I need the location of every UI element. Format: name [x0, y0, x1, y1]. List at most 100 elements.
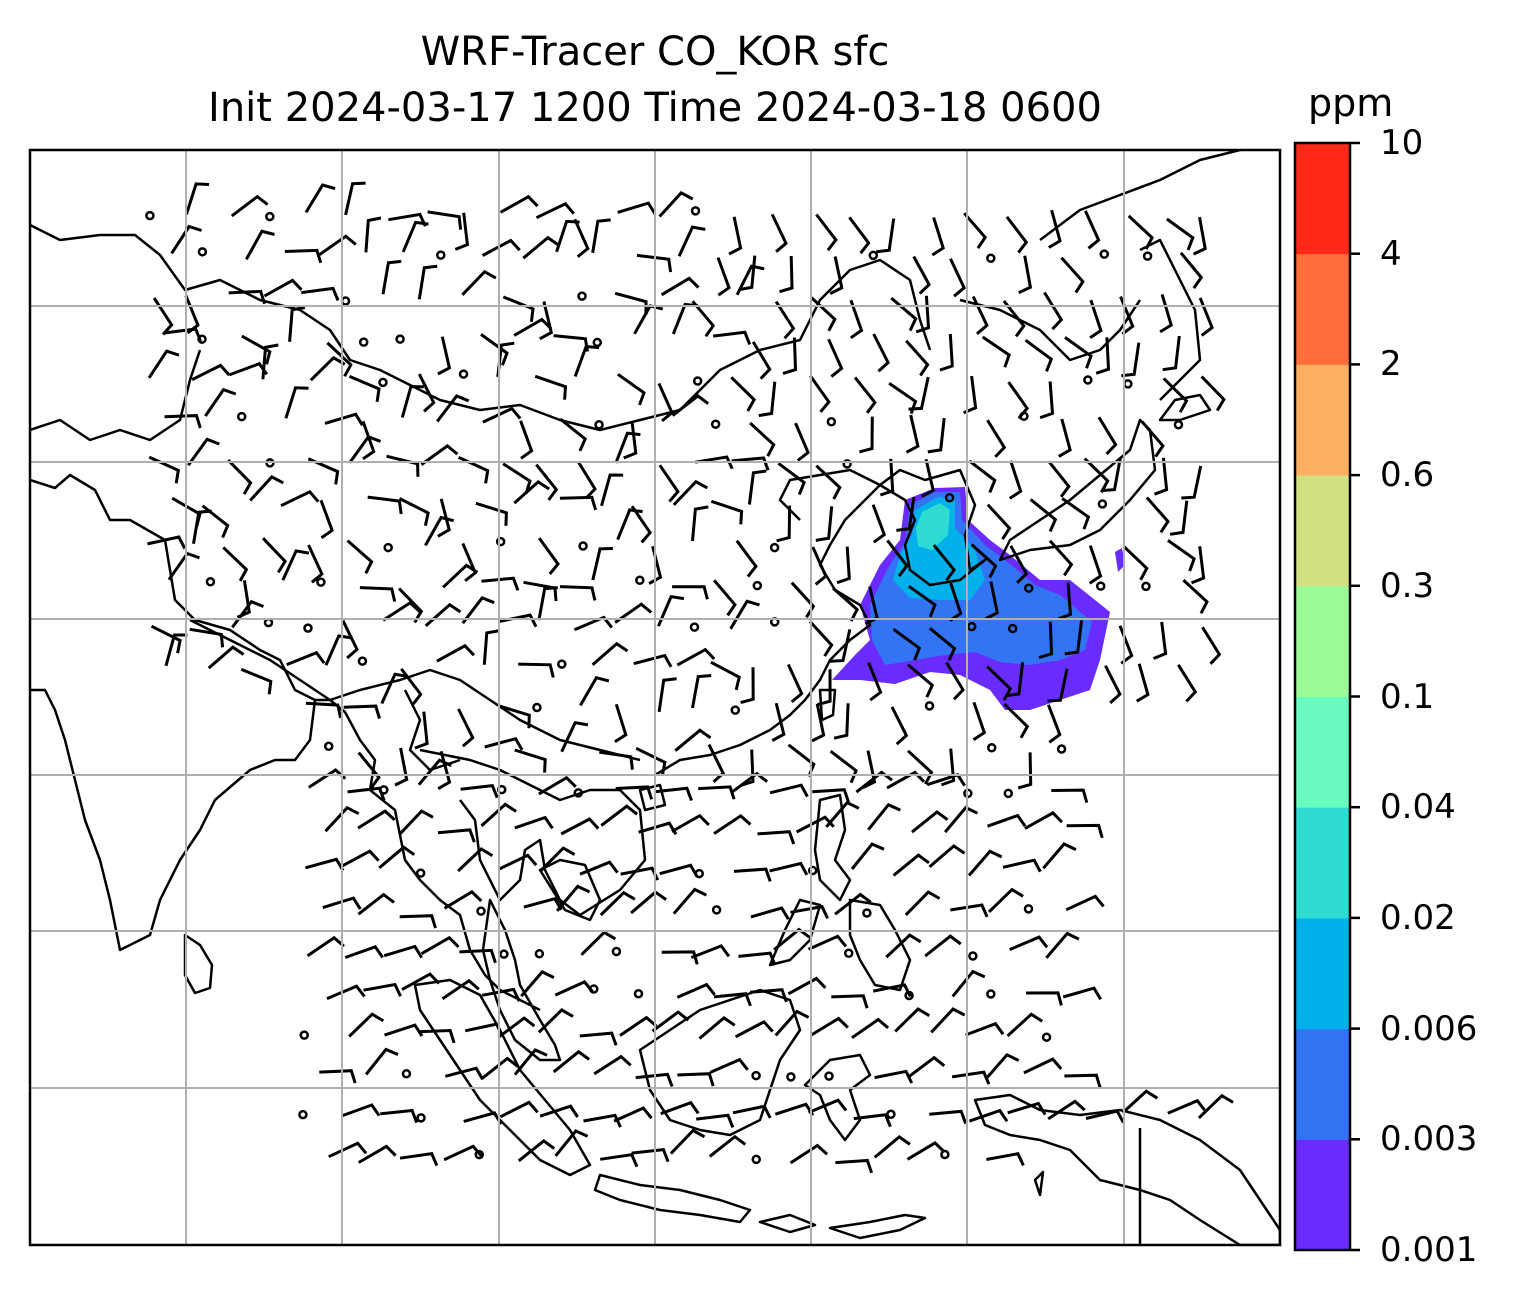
wind-barb	[864, 586, 879, 626]
wind-barb	[747, 469, 767, 505]
calm-wind-marker	[557, 659, 567, 669]
wind-barb	[905, 414, 920, 454]
wind-barb	[464, 1022, 504, 1037]
calm-wind-marker	[532, 702, 542, 713]
wind-barb	[1066, 823, 1104, 839]
wind-barb	[1153, 457, 1169, 496]
colorbar-unit: ppm	[1308, 81, 1394, 125]
wind-barb	[147, 349, 180, 379]
wind-barb	[443, 1144, 483, 1162]
calm-wind-marker	[886, 1109, 896, 1120]
wind-barb	[832, 587, 859, 622]
wind-barb	[1029, 498, 1058, 533]
colorbar-segment	[1295, 1139, 1350, 1251]
colorbar-tick-label: 0.04	[1380, 787, 1456, 828]
wind-barb	[896, 496, 916, 532]
wind-barb	[481, 987, 521, 1002]
calm-wind-marker	[589, 984, 599, 994]
wind-barb	[1083, 457, 1110, 493]
wind-barb	[779, 255, 794, 294]
wind-barb	[417, 264, 438, 300]
calm-wind-marker	[378, 377, 388, 388]
wind-barb	[1089, 299, 1103, 339]
wind-barb	[971, 295, 989, 335]
wind-barb	[794, 422, 810, 462]
wind-barb	[1006, 1012, 1044, 1038]
calm-wind-marker	[416, 1113, 426, 1123]
wind-barb	[382, 601, 421, 622]
wind-barb	[420, 935, 460, 955]
wind-barb	[859, 416, 874, 454]
wind-barb	[970, 543, 998, 579]
calm-wind-marker	[786, 1072, 796, 1082]
wind-barb	[357, 751, 381, 789]
wind-barb	[553, 334, 589, 352]
wind-barb	[326, 341, 353, 378]
wind-barb	[167, 551, 201, 581]
wind-barb	[730, 376, 756, 412]
wind-barb	[559, 417, 588, 452]
wind-barb	[187, 437, 220, 467]
wind-barb	[740, 667, 755, 705]
colorbar-segment	[1295, 143, 1350, 255]
wind-barb	[231, 599, 265, 629]
wind-barb	[481, 238, 521, 257]
co-plume	[832, 487, 1125, 710]
wind-barb	[669, 1128, 706, 1155]
wind-barb	[965, 1021, 1005, 1037]
wind-barb	[288, 306, 306, 342]
wind-barb	[751, 341, 772, 380]
wind-barb	[1047, 1099, 1086, 1121]
wind-barb	[599, 1153, 639, 1168]
wind-barb	[713, 992, 752, 1007]
wind-barb	[1064, 1073, 1102, 1089]
calm-wind-marker	[357, 656, 368, 666]
wind-barb	[749, 421, 776, 457]
wind-barb	[480, 333, 509, 366]
colorbar	[1293, 141, 1360, 1252]
colorbar-segment	[1295, 364, 1350, 476]
wind-barb	[1200, 375, 1226, 412]
wind-barb	[658, 464, 680, 503]
wind-barb	[831, 994, 869, 1009]
wind-barb	[496, 341, 515, 378]
wind-barb	[879, 458, 895, 497]
wind-barb	[1097, 416, 1118, 456]
wind-barb	[707, 743, 726, 784]
wind-barb	[591, 547, 613, 581]
colorbar-tick-label: 0.006	[1380, 1008, 1478, 1049]
wind-barb	[286, 650, 326, 666]
wind-barb	[517, 1139, 556, 1162]
wind-barb	[1122, 545, 1149, 581]
wind-barb	[284, 386, 309, 419]
wind-barb	[851, 1017, 890, 1040]
wind-barb	[940, 748, 956, 787]
wind-barb	[341, 620, 359, 660]
wind-barb	[986, 419, 1007, 458]
wind-barb	[698, 785, 736, 800]
calm-wind-marker	[868, 250, 879, 261]
wind-barb	[513, 480, 550, 505]
wind-barb	[1064, 620, 1084, 656]
calm-wind-marker	[1007, 623, 1018, 634]
wind-barb	[790, 904, 829, 919]
wind-barb	[776, 505, 792, 543]
wind-barb	[713, 579, 737, 617]
wind-barb	[630, 505, 652, 544]
wind-barb	[886, 539, 909, 578]
wind-barb	[499, 1100, 539, 1119]
wind-barb	[894, 1007, 931, 1033]
wind-barb	[691, 300, 716, 338]
wind-barb	[384, 1023, 424, 1037]
wind-barb	[1003, 703, 1030, 739]
wind-barb	[1121, 342, 1141, 378]
wind-barb	[963, 212, 988, 250]
wind-barb	[738, 951, 777, 966]
wind-barb	[441, 978, 480, 1000]
wind-barb	[951, 969, 986, 998]
wind-barb	[949, 258, 966, 298]
wind-barb	[1047, 460, 1071, 498]
wind-barb	[984, 1052, 1020, 1080]
wind-barb	[319, 1069, 357, 1084]
wind-barb	[343, 704, 381, 719]
